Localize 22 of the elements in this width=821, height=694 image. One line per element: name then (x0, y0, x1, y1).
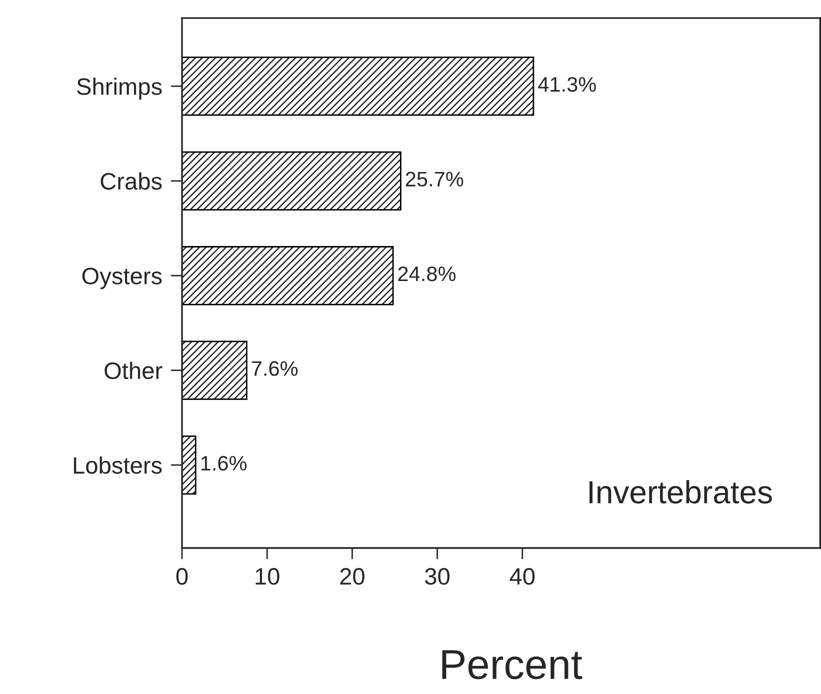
bar (182, 151, 402, 211)
x-tick-label: 20 (340, 568, 364, 585)
data-label: 1.6% (201, 456, 247, 471)
y-tick-label: Other (104, 362, 162, 380)
bar (182, 340, 248, 400)
x-axis-title: Percent (442, 650, 582, 680)
y-tick-label: Crabs (100, 172, 162, 190)
y-tick-label: Shrimps (77, 78, 162, 100)
data-label: 25.7% (406, 172, 464, 187)
y-tick-label: Lobsters (74, 456, 162, 474)
x-tick-label: 40 (510, 568, 535, 585)
x-tick-label: 0 (176, 568, 188, 585)
data-label: 41.3% (538, 77, 596, 92)
data-label: 7.6% (252, 361, 298, 376)
x-tick-label: 30 (425, 568, 450, 585)
bar (182, 56, 534, 116)
data-label: 24.8% (398, 266, 456, 282)
x-tick-label: 10 (256, 568, 280, 585)
y-tick-label: Oysters (82, 268, 162, 290)
bar (182, 435, 196, 495)
bar (182, 246, 394, 306)
annotation: Invertebrates (590, 480, 772, 504)
